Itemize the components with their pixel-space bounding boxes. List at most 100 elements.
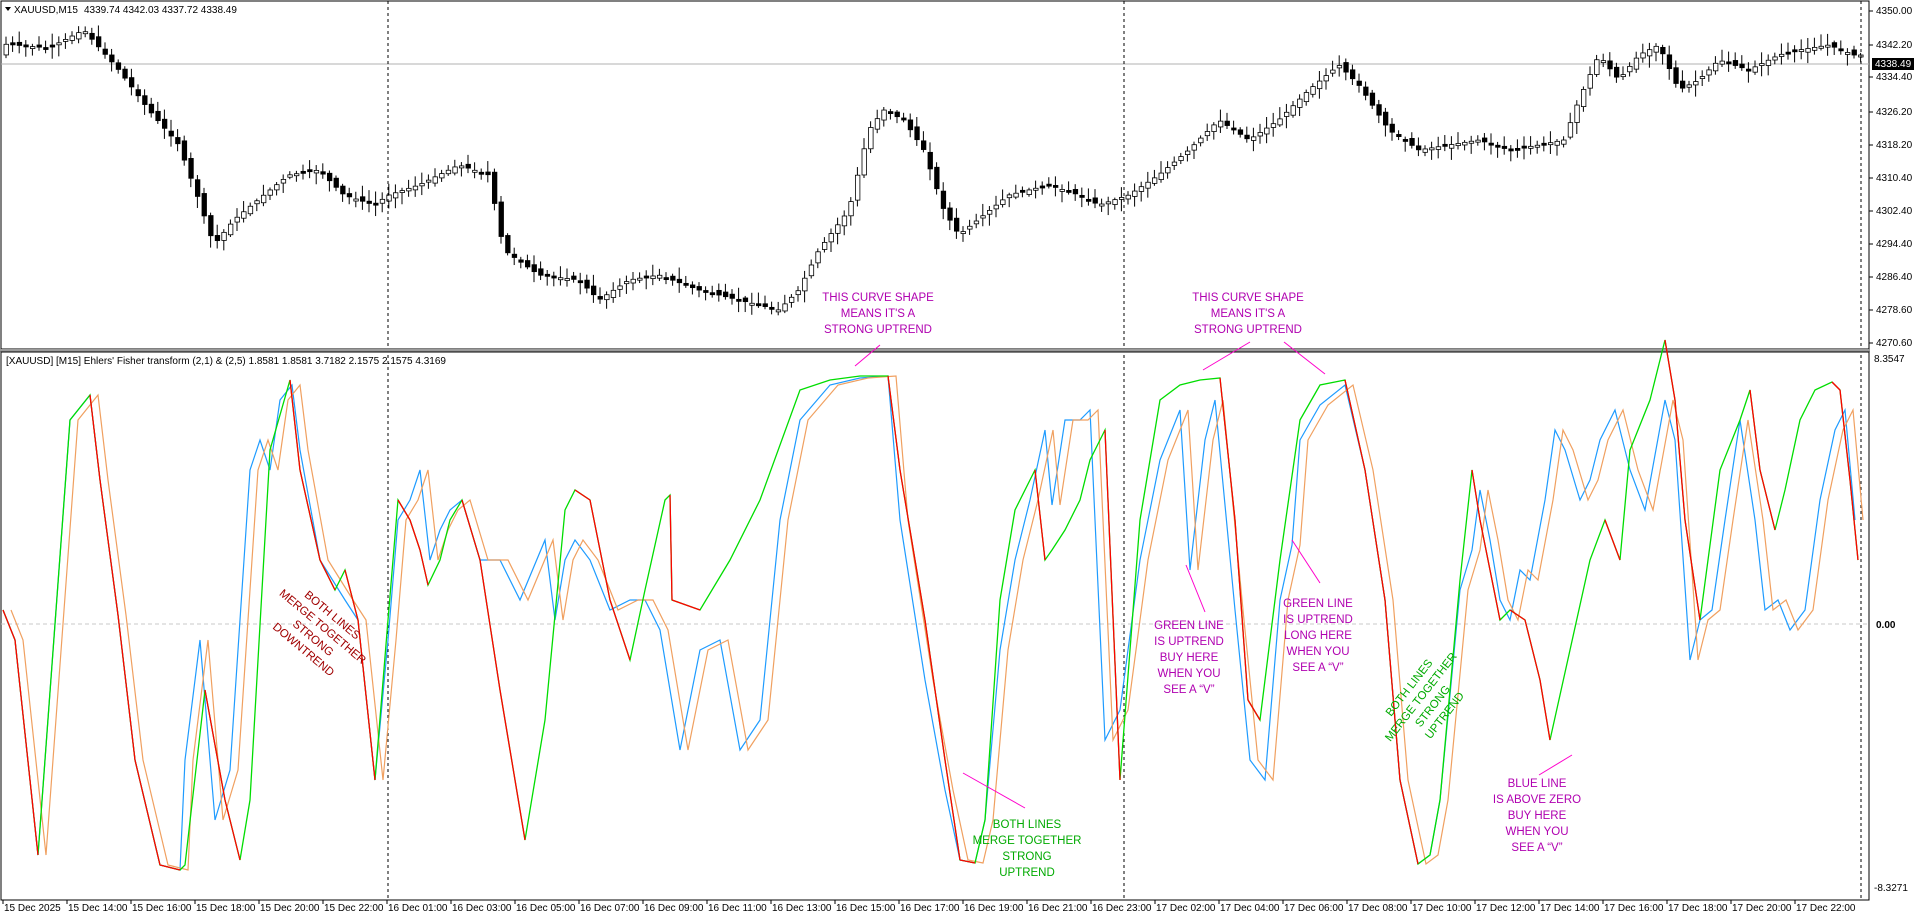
candle bbox=[1000, 189, 1006, 208]
candle bbox=[782, 294, 788, 314]
candle bbox=[1475, 135, 1481, 146]
candle bbox=[1468, 135, 1475, 154]
price-axis-label: 4278.60 bbox=[1876, 305, 1913, 316]
candle bbox=[723, 283, 729, 300]
candle bbox=[1574, 100, 1580, 134]
candle bbox=[1561, 136, 1567, 148]
candle bbox=[307, 160, 313, 179]
candle bbox=[716, 283, 722, 302]
annotation-line: MEANS IT'S A bbox=[1211, 308, 1286, 320]
annotation-merge-uptrend-1: BOTH LINES MERGE TOGETHER STRONG UPTREND bbox=[973, 819, 1082, 879]
candle bbox=[1086, 188, 1092, 206]
time-axis-label: 15 Dec 2025 bbox=[4, 903, 61, 914]
candle bbox=[1152, 169, 1158, 186]
indicator-axis-zero: 0.00 bbox=[1876, 620, 1896, 631]
candle bbox=[274, 182, 280, 196]
candle bbox=[406, 179, 412, 197]
candle bbox=[914, 116, 920, 146]
candle bbox=[1647, 42, 1653, 68]
candle bbox=[76, 26, 82, 44]
candle bbox=[921, 131, 927, 153]
window-splitter[interactable] bbox=[0, 349, 1870, 352]
candle bbox=[280, 174, 287, 193]
candle bbox=[346, 187, 353, 205]
candle bbox=[439, 169, 445, 182]
candle bbox=[1376, 99, 1382, 124]
candle bbox=[96, 25, 102, 52]
candle bbox=[1396, 130, 1402, 141]
candle bbox=[82, 26, 89, 38]
indicator-axis[interactable]: 8.3547 0.00 -8.3271 bbox=[1874, 354, 1908, 894]
candle bbox=[1548, 131, 1554, 154]
candle bbox=[1257, 123, 1263, 144]
annotation-line: GREEN LINE bbox=[1154, 620, 1224, 632]
collapse-triangle-icon[interactable] bbox=[5, 7, 11, 11]
fisher-down-segment bbox=[99, 479, 119, 616]
indicator-window[interactable] bbox=[0, 351, 1870, 901]
annotation-line: IS UPTREND bbox=[1154, 636, 1224, 648]
time-axis-label: 17 Dec 20:00 bbox=[1732, 903, 1792, 914]
time-axis-label: 15 Dec 18:00 bbox=[196, 903, 256, 914]
fisher-down-segment bbox=[589, 499, 611, 601]
price-axis[interactable]: 4350.00 4342.20 4334.40 4326.20 4318.20 4310.… bbox=[1869, 6, 1913, 349]
candle bbox=[142, 89, 148, 115]
candle bbox=[122, 66, 128, 81]
candle bbox=[703, 286, 709, 301]
candle bbox=[135, 84, 141, 103]
fisher-down-segment bbox=[299, 469, 321, 561]
candle bbox=[1422, 145, 1428, 157]
time-axis-label: 16 Dec 07:00 bbox=[580, 903, 640, 914]
candle bbox=[960, 226, 966, 242]
candle bbox=[1600, 53, 1607, 68]
candle bbox=[3, 36, 9, 59]
candle bbox=[1218, 109, 1224, 133]
candle bbox=[1732, 52, 1739, 69]
candle bbox=[1264, 117, 1270, 144]
annotation-line: WHEN YOU bbox=[1505, 826, 1568, 838]
candle bbox=[201, 187, 207, 224]
candle bbox=[1026, 187, 1032, 197]
candle bbox=[412, 176, 419, 197]
candle bbox=[1072, 184, 1079, 201]
candle bbox=[386, 183, 392, 209]
indicator-header: [XAUUSD] [M15] Ehlers' Fisher transform … bbox=[6, 356, 446, 367]
fisher-down-segment bbox=[1664, 339, 1676, 401]
candle bbox=[558, 266, 564, 286]
candle bbox=[194, 175, 201, 208]
candle bbox=[10, 36, 16, 52]
candle bbox=[1752, 60, 1758, 75]
candle bbox=[1066, 181, 1072, 195]
candle bbox=[973, 213, 980, 229]
current-price-badge: 4338.49 bbox=[1872, 58, 1914, 70]
annotation-line: BUY HERE bbox=[1160, 652, 1219, 664]
main-window-header[interactable]: XAUUSD,M15 4339.74 4342.03 4337.72 4338.… bbox=[5, 5, 237, 16]
candle bbox=[1416, 137, 1422, 157]
candle bbox=[1046, 177, 1052, 189]
time-axis-label: 17 Dec 06:00 bbox=[1284, 903, 1344, 914]
fisher-down-segment bbox=[924, 619, 946, 761]
candle bbox=[1277, 107, 1283, 127]
candle bbox=[630, 272, 636, 291]
time-axis-label: 17 Dec 14:00 bbox=[1540, 903, 1600, 914]
candle bbox=[300, 164, 306, 180]
candle bbox=[571, 271, 577, 283]
candle bbox=[1442, 135, 1448, 152]
candle bbox=[683, 275, 689, 288]
candle bbox=[1383, 107, 1389, 137]
fisher-down-segment bbox=[1364, 469, 1386, 601]
time-axis-label: 16 Dec 17:00 bbox=[900, 903, 960, 914]
candle bbox=[1105, 196, 1112, 216]
candle bbox=[1198, 135, 1204, 147]
time-axis-label: 15 Dec 20:00 bbox=[260, 903, 320, 914]
time-axis[interactable]: 15 Dec 2025 15 Dec 14:00 15 Dec 16:00 15 De… bbox=[2, 900, 1856, 914]
candle bbox=[102, 42, 108, 59]
candle bbox=[353, 191, 359, 208]
candle bbox=[795, 286, 801, 302]
candle bbox=[491, 168, 498, 211]
fisher-down-segment bbox=[959, 859, 976, 864]
time-axis-label: 16 Dec 15:00 bbox=[836, 903, 896, 914]
candle bbox=[756, 292, 762, 308]
candle bbox=[175, 129, 181, 152]
candle bbox=[1013, 184, 1019, 200]
